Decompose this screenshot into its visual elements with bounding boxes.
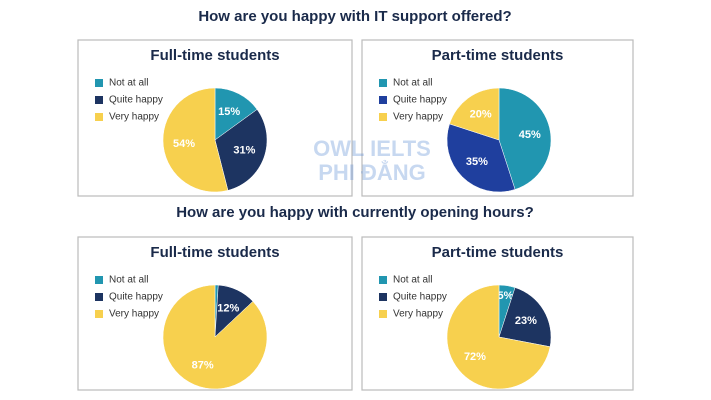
pie-slice	[498, 87, 552, 190]
heading: How are you happy with currently opening…	[176, 204, 534, 221]
value-label: 35%	[466, 156, 488, 168]
legend-swatch	[95, 113, 103, 121]
legend-label: Quite happy	[109, 292, 163, 303]
value-label: 5%	[498, 290, 514, 302]
legend-swatch	[95, 96, 103, 104]
legend-label: Not at all	[393, 78, 432, 89]
pie-slice	[446, 284, 551, 390]
panel-title: Part-time students	[432, 244, 564, 261]
value-label: 12%	[217, 303, 239, 315]
legend-label: Very happy	[109, 112, 159, 123]
value-label: 87%	[192, 360, 214, 372]
value-label: 45%	[519, 129, 541, 141]
pie-slice	[214, 109, 268, 191]
value-label: 20%	[470, 109, 492, 121]
watermark: PHI ĐẲNG	[318, 160, 426, 185]
legend-label: Not at all	[393, 275, 432, 286]
legend-swatch	[379, 79, 387, 87]
pie-slice	[446, 123, 516, 193]
value-label: 15%	[218, 106, 240, 118]
value-label: 72%	[464, 351, 486, 363]
legend-swatch	[95, 276, 103, 284]
legend-label: Quite happy	[393, 95, 447, 106]
heading: How are you happy with IT support offere…	[198, 8, 511, 25]
pie-slice	[162, 284, 268, 390]
pie-slice	[449, 87, 500, 141]
pie-slice	[498, 287, 552, 348]
value-label: 23%	[515, 315, 537, 327]
value-label: 54%	[173, 138, 195, 150]
pie-slice	[214, 87, 258, 141]
legend-swatch	[379, 310, 387, 318]
legend-swatch	[379, 113, 387, 121]
legend-swatch	[379, 96, 387, 104]
legend-swatch	[379, 276, 387, 284]
panel-title: Full-time students	[150, 47, 279, 64]
panel-title: Full-time students	[150, 244, 279, 261]
legend-label: Not at all	[109, 78, 148, 89]
watermark: OWL IELTS	[313, 136, 431, 161]
value-label: 31%	[233, 144, 255, 156]
legend-label: Quite happy	[109, 95, 163, 106]
legend-label: Very happy	[393, 112, 443, 123]
legend-swatch	[95, 79, 103, 87]
panel-title: Part-time students	[432, 47, 564, 64]
legend-label: Quite happy	[393, 292, 447, 303]
legend-swatch	[379, 293, 387, 301]
legend-swatch	[95, 293, 103, 301]
legend-label: Not at all	[109, 275, 148, 286]
legend-swatch	[95, 310, 103, 318]
legend-label: Very happy	[109, 309, 159, 320]
pie-slice	[162, 87, 229, 193]
legend-label: Very happy	[393, 309, 443, 320]
